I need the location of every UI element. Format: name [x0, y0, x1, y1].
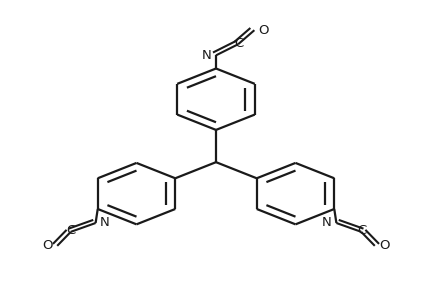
- Text: N: N: [100, 216, 110, 229]
- Text: O: O: [258, 24, 269, 37]
- Text: O: O: [379, 239, 389, 252]
- Text: N: N: [322, 216, 332, 229]
- Text: C: C: [234, 38, 243, 50]
- Text: C: C: [357, 224, 366, 238]
- Text: C: C: [66, 224, 75, 238]
- Text: O: O: [43, 239, 53, 252]
- Text: N: N: [202, 49, 212, 62]
